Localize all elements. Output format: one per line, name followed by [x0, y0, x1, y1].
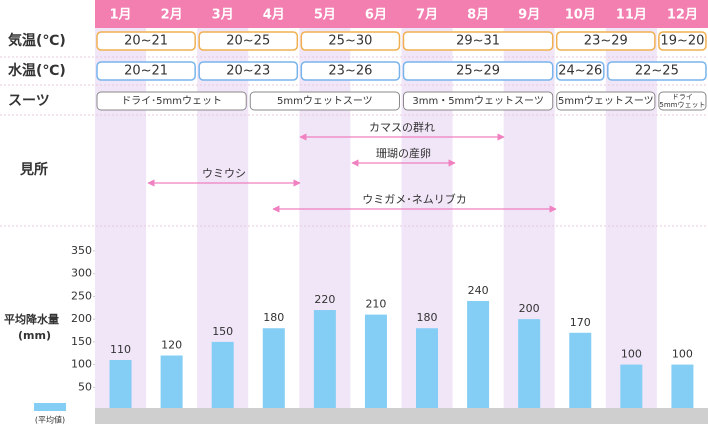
bar	[467, 300, 490, 410]
bar	[160, 355, 183, 410]
bar-value-label: 110	[110, 343, 131, 356]
bar-value-label: 180	[263, 311, 284, 324]
bar	[518, 319, 541, 410]
range-cell	[402, 31, 554, 51]
bar-value-label: 220	[314, 293, 335, 306]
month-label: 3月	[212, 8, 234, 23]
bar	[416, 328, 439, 410]
range-cell	[96, 61, 196, 81]
y-tick-label: 50	[78, 380, 92, 393]
legend-swatch	[34, 403, 66, 411]
cell-text: ドライ 5mmウェット	[659, 93, 705, 109]
cell-text: 25~29	[456, 64, 500, 79]
highlight-text: ウミガメ･ネムリブカ	[362, 192, 467, 206]
y-tick-label: 200	[71, 312, 92, 325]
range-cell	[198, 31, 299, 51]
month-label: 10月	[565, 8, 596, 23]
bar-value-label: 210	[365, 298, 386, 311]
month-label: 11月	[616, 8, 647, 23]
month-label: 1月	[110, 8, 132, 23]
month-label: 5月	[314, 8, 336, 23]
bar	[109, 360, 132, 410]
bar	[671, 364, 694, 410]
range-cell	[658, 31, 707, 51]
month-label: 9月	[518, 8, 540, 23]
cell-text: 5mmウェットスーツ	[277, 95, 373, 107]
highlight-text: ウミウシ	[202, 167, 246, 180]
bar-value-label: 240	[468, 284, 489, 297]
cell-text: 23~26	[328, 64, 372, 79]
highlight-text: カマスの群れ	[369, 120, 435, 134]
bar-value-label: 120	[161, 338, 182, 351]
y-tick-label: 150	[71, 335, 92, 348]
y-tick-label: 250	[71, 289, 92, 302]
cell-text: ドライ･5mmウェット	[121, 95, 222, 107]
legend-text: (平均値)	[35, 415, 65, 425]
cell-text-line: 5mmウェット	[659, 101, 705, 109]
range-cell	[607, 61, 707, 81]
row-label: 気温(℃)	[8, 32, 66, 49]
range-cell	[96, 91, 247, 111]
y-axis-label-line: (mm)	[18, 329, 51, 342]
column-band	[605, 28, 657, 408]
cell-text: 20~21	[124, 64, 168, 79]
row-label: 水温(℃)	[8, 62, 66, 79]
cell-text: 22~25	[635, 64, 679, 79]
range-cell	[198, 61, 299, 81]
bar	[211, 341, 234, 410]
y-axis-label-line: 平均降水量	[4, 312, 59, 326]
bar	[313, 310, 336, 410]
cell-text: 20~21	[124, 34, 168, 49]
highlight-text: 珊瑚の産卵	[376, 147, 431, 160]
row-label: 見所	[19, 161, 48, 178]
cell-text: 24~26	[558, 64, 602, 79]
range-cell	[300, 61, 401, 81]
range-cell	[402, 61, 554, 81]
bar	[620, 364, 643, 410]
cell-text: 5mmウェットスーツ	[558, 95, 654, 107]
cell-text: 29~31	[456, 34, 500, 49]
bar-value-label: 170	[570, 316, 591, 329]
cell-text: 25~30	[328, 34, 372, 49]
range-cell	[96, 31, 196, 51]
month-label: 8月	[467, 8, 489, 23]
y-tick-label: 100	[71, 358, 92, 371]
range-cell	[249, 91, 400, 111]
row-label: スーツ	[8, 93, 50, 109]
month-label: 4月	[263, 8, 285, 23]
cell-text-line: ドライ	[672, 93, 693, 101]
cell-text: 20~25	[226, 34, 270, 49]
month-label: 12月	[667, 8, 698, 23]
bar	[364, 314, 387, 410]
month-label: 6月	[365, 8, 387, 23]
range-cell	[300, 31, 401, 51]
range-cell	[556, 91, 656, 111]
bar	[569, 332, 592, 410]
bar-value-label: 100	[621, 348, 642, 361]
cell-text: 23~29	[584, 34, 628, 49]
y-axis-label: 平均降水量 (mm)	[4, 312, 59, 342]
month-label: 2月	[161, 8, 183, 23]
bar-value-label: 200	[519, 302, 540, 315]
range-cell	[555, 31, 656, 51]
range-cell	[555, 61, 605, 81]
bar-value-label: 150	[212, 325, 233, 338]
range-cell	[658, 91, 707, 111]
cell-text: 20~23	[226, 64, 270, 79]
y-tick-label: 350	[71, 244, 92, 257]
cell-text: 3mm・5mmウェットスーツ	[412, 95, 544, 107]
column-band	[95, 28, 147, 408]
bar-value-label: 180	[417, 311, 438, 324]
bar	[262, 328, 285, 410]
month-label: 7月	[416, 8, 438, 23]
bar-value-label: 100	[672, 348, 693, 361]
range-cell	[402, 91, 554, 111]
cell-text: 19~20	[660, 34, 704, 49]
header-band	[95, 0, 708, 28]
y-tick-label: 300	[71, 267, 92, 280]
x-axis-band	[95, 408, 708, 424]
